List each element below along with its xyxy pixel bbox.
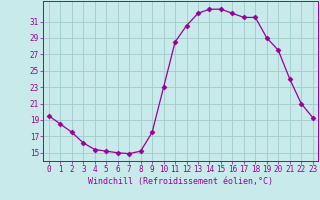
X-axis label: Windchill (Refroidissement éolien,°C): Windchill (Refroidissement éolien,°C) (88, 177, 273, 186)
